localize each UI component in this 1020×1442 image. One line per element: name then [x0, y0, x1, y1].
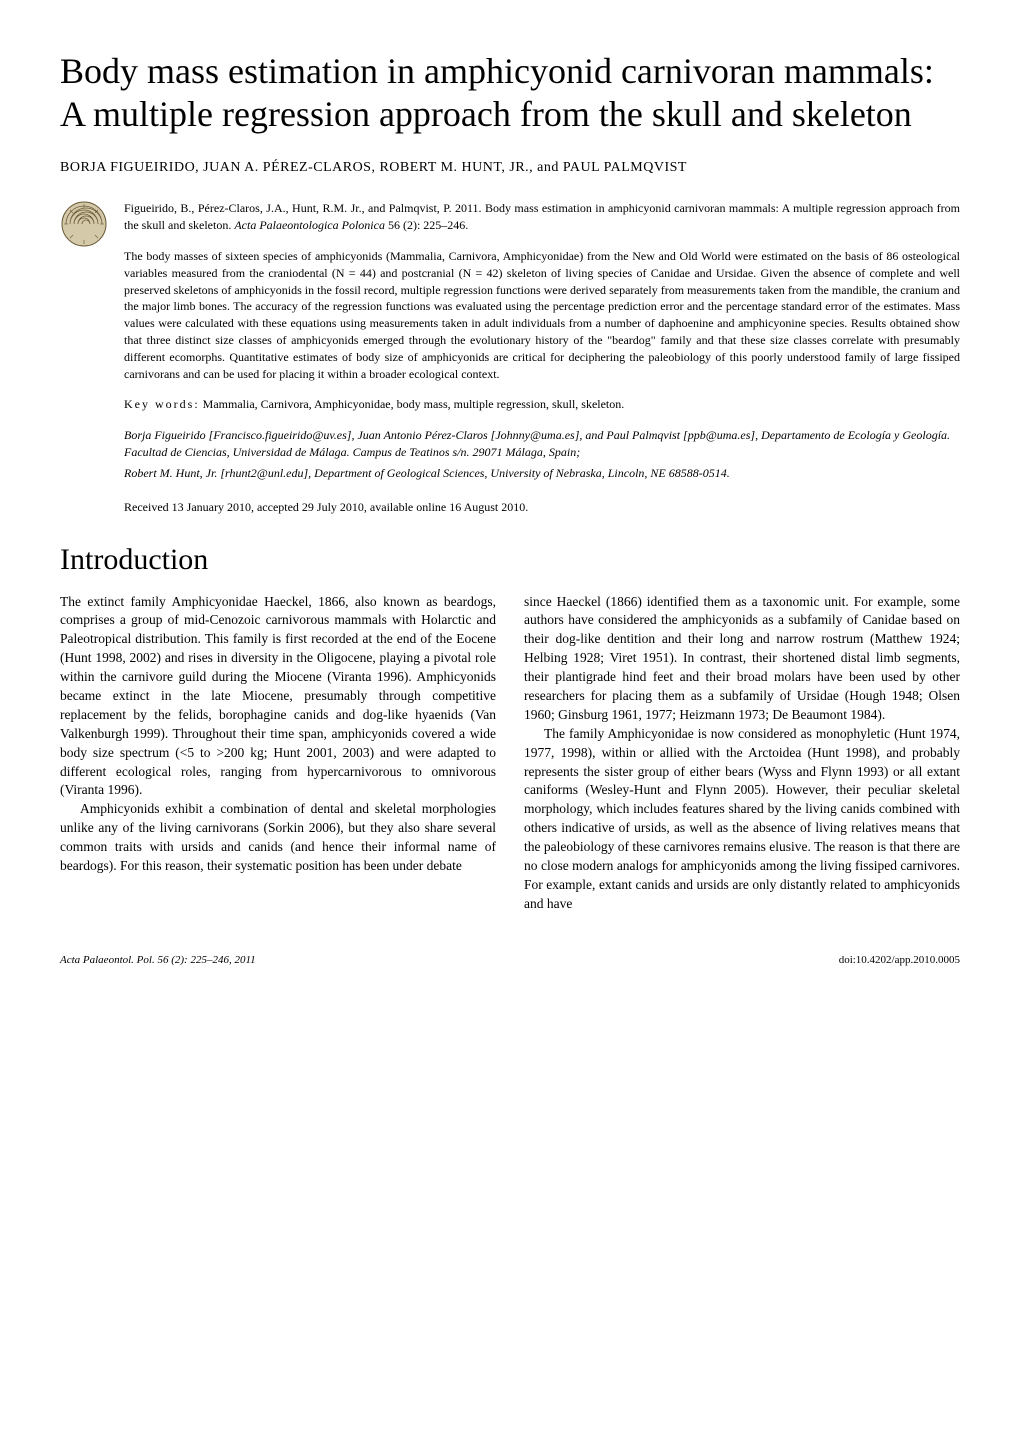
intro-para-2: Amphicyonids exhibit a combination of de… [60, 800, 496, 876]
citation-journal: Acta Palaeontologica Polonica [234, 218, 385, 232]
received-dates: Received 13 January 2010, accepted 29 Ju… [124, 500, 960, 515]
authors-line: BORJA FIGUEIRIDO, JUAN A. PÉREZ-CLAROS, … [60, 160, 960, 176]
abstract-content: Figueirido, B., Pérez-Claros, J.A., Hunt… [124, 200, 960, 485]
intro-para-3: since Haeckel (1866) identified them as … [524, 593, 960, 725]
author-affiliation-1: Borja Figueirido [Francisco.figueirido@u… [124, 427, 960, 461]
page-footer: Acta Palaeontol. Pol. 56 (2): 225–246, 2… [60, 954, 960, 966]
section-heading-introduction: Introduction [60, 543, 960, 577]
two-column-layout: The extinct family Amphicyonidae Haeckel… [60, 593, 960, 914]
abstract-text: The body masses of sixteen species of am… [124, 248, 960, 382]
footer-doi: doi:10.4202/app.2010.0005 [839, 954, 960, 966]
icon-column [60, 200, 108, 485]
intro-para-1: The extinct family Amphicyonidae Haeckel… [60, 593, 496, 801]
citation-block: Figueirido, B., Pérez-Claros, J.A., Hunt… [124, 200, 960, 234]
article-title: Body mass estimation in amphicyonid carn… [60, 50, 960, 136]
footer-journal-ref: Acta Palaeontol. Pol. 56 (2): 225–246, 2… [60, 954, 256, 966]
right-column: since Haeckel (1866) identified them as … [524, 593, 960, 914]
keywords-label: Key words: [124, 397, 200, 411]
citation-vol: 56 (2): 225–246. [385, 218, 468, 232]
left-column: The extinct family Amphicyonidae Haeckel… [60, 593, 496, 914]
abstract-section: Figueirido, B., Pérez-Claros, J.A., Hunt… [60, 200, 960, 485]
intro-para-4: The family Amphicyonidae is now consider… [524, 725, 960, 914]
author-affiliation-2: Robert M. Hunt, Jr. [rhunt2@unl.edu], De… [124, 465, 960, 482]
keywords-text: Mammalia, Carnivora, Amphicyonidae, body… [200, 397, 625, 411]
ammonite-fossil-icon [60, 200, 108, 248]
keywords-line: Key words: Mammalia, Carnivora, Amphicyo… [124, 396, 960, 413]
